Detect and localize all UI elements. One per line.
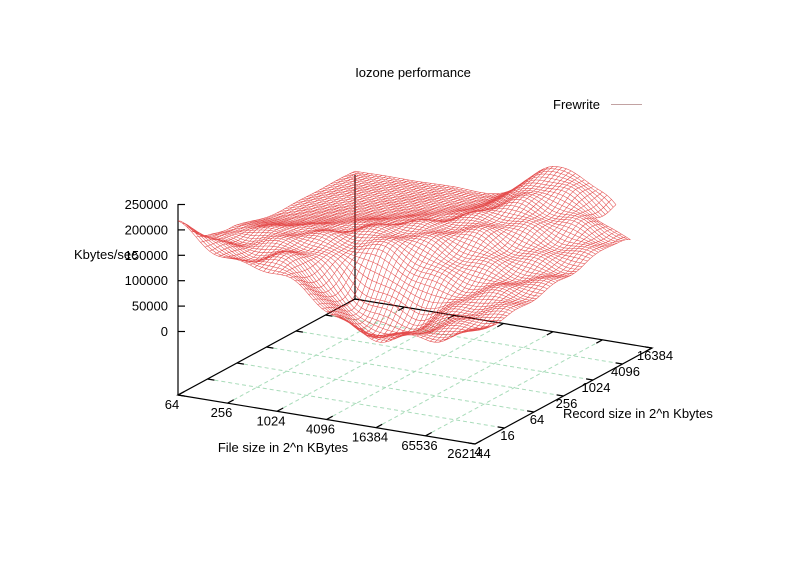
y-tick-label: 4 <box>474 444 481 459</box>
z-tick-label: 100000 <box>125 273 168 288</box>
legend-label: Frewrite <box>553 97 600 112</box>
x-tick-label: 1024 <box>257 413 286 428</box>
z-axis-label: Kbytes/sec <box>74 247 138 262</box>
y-tick-label: 256 <box>556 396 578 411</box>
surface-mesh <box>177 166 631 343</box>
x-axis-label: File size in 2^n KBytes <box>217 440 349 455</box>
z-tick-label: 50000 <box>132 299 168 314</box>
y-tick-label: 64 <box>530 412 544 427</box>
y-tick-label: 16384 <box>637 348 673 363</box>
x-tick-label: 64 <box>165 397 179 412</box>
y-tick-label: 16 <box>500 428 514 443</box>
tick-labels: 6425610244096163846553626214441664256102… <box>125 197 673 461</box>
legend-line-sample <box>610 104 642 105</box>
z-tick-label: 200000 <box>125 222 168 237</box>
x-tick-label: 16384 <box>352 430 388 445</box>
z-tick-label: 250000 <box>125 197 168 212</box>
x-tick-label: 256 <box>211 405 233 420</box>
x-tick-label: 262144 <box>447 446 490 461</box>
legend: Frewrite <box>553 97 642 112</box>
chart-title: Iozone performance <box>355 65 471 80</box>
y-tick-label: 1024 <box>582 380 611 395</box>
x-tick-label: 65536 <box>401 438 437 453</box>
y-tick-label: 4096 <box>611 364 640 379</box>
y-axis-label: Record size in 2^n Kbytes <box>563 406 713 421</box>
z-tick-label: 150000 <box>125 248 168 263</box>
axis-frame <box>176 175 654 445</box>
x-tick-label: 4096 <box>306 422 335 437</box>
z-tick-label: 0 <box>161 324 168 339</box>
